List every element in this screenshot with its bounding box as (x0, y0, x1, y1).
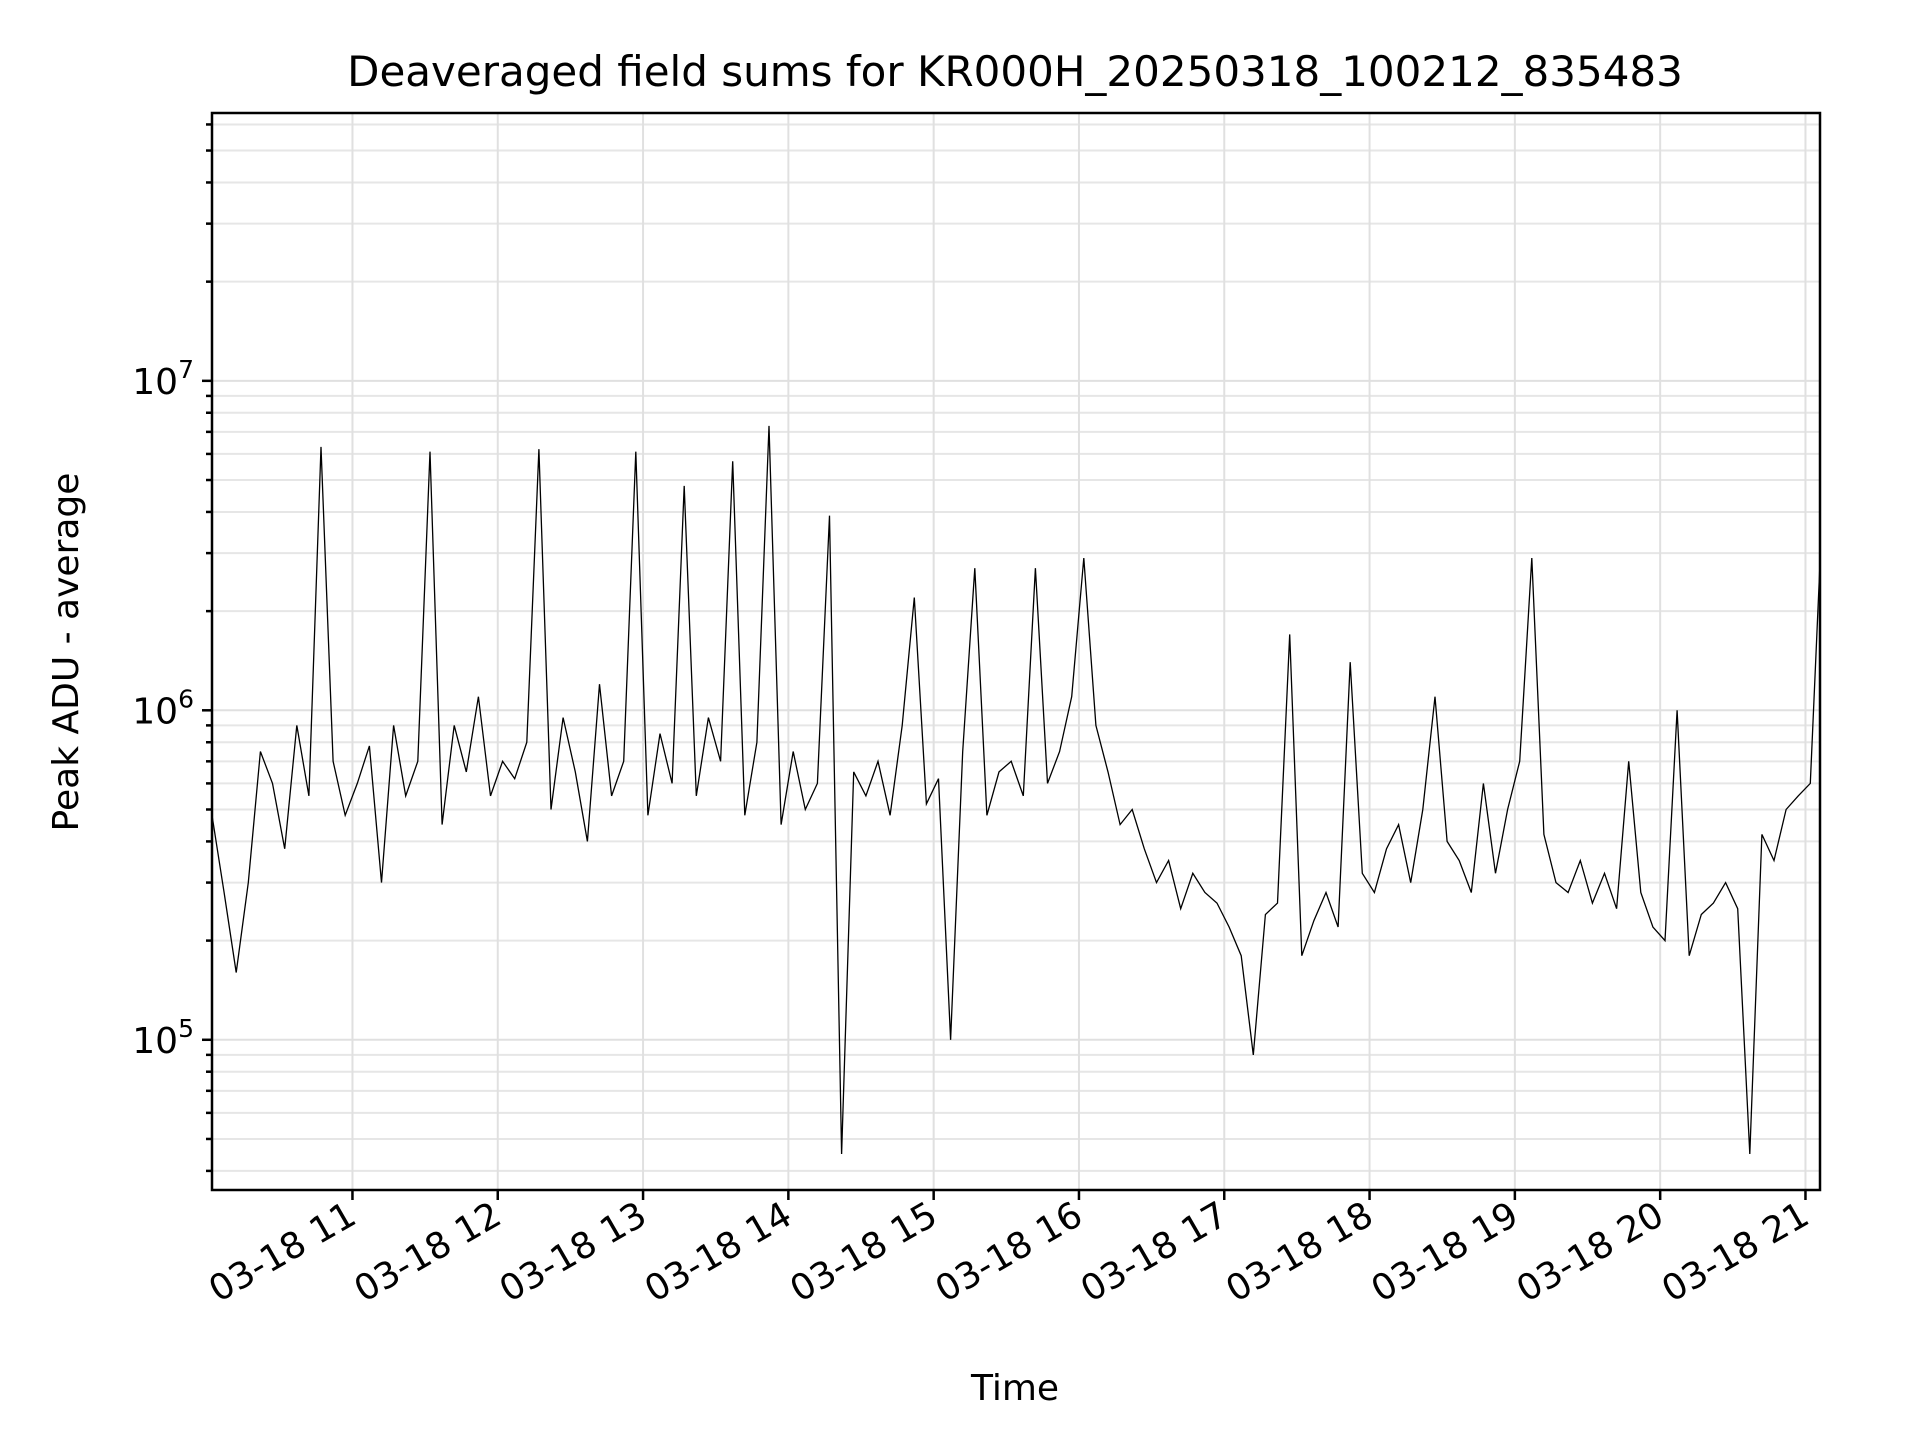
y-tick-label: 105 (132, 1014, 194, 1062)
x-tick-label: 03-18 18 (1219, 1194, 1380, 1310)
series-line (211, 425, 1821, 1155)
plot-frame (210, 111, 1822, 1192)
x-tick-label: 03-18 14 (638, 1194, 799, 1310)
y-tick-label: 106 (132, 684, 194, 732)
x-tick-label: 03-18 19 (1365, 1194, 1526, 1310)
y-tick-label: 107 (132, 355, 194, 403)
x-axis-label: Time (970, 1368, 1059, 1409)
x-tick-label: 03-18 17 (1074, 1194, 1235, 1310)
grid (212, 113, 1820, 1190)
y-axis-label: Peak ADU - average (46, 473, 87, 832)
x-tick-label: 03-18 13 (493, 1194, 654, 1310)
y-axis: 105 106 107 (132, 123, 212, 1173)
x-tick-label: 03-18 16 (929, 1194, 1090, 1310)
x-tick-label: 03-18 12 (348, 1194, 509, 1310)
x-tick-label: 03-18 11 (202, 1194, 363, 1310)
x-tick-label: 03-18 15 (783, 1194, 944, 1310)
x-tick-label: 03-18 21 (1655, 1194, 1816, 1310)
x-tick-label: 03-18 20 (1510, 1194, 1671, 1310)
chart-title: Deaveraged field sums for KR000H_2025031… (347, 47, 1683, 96)
